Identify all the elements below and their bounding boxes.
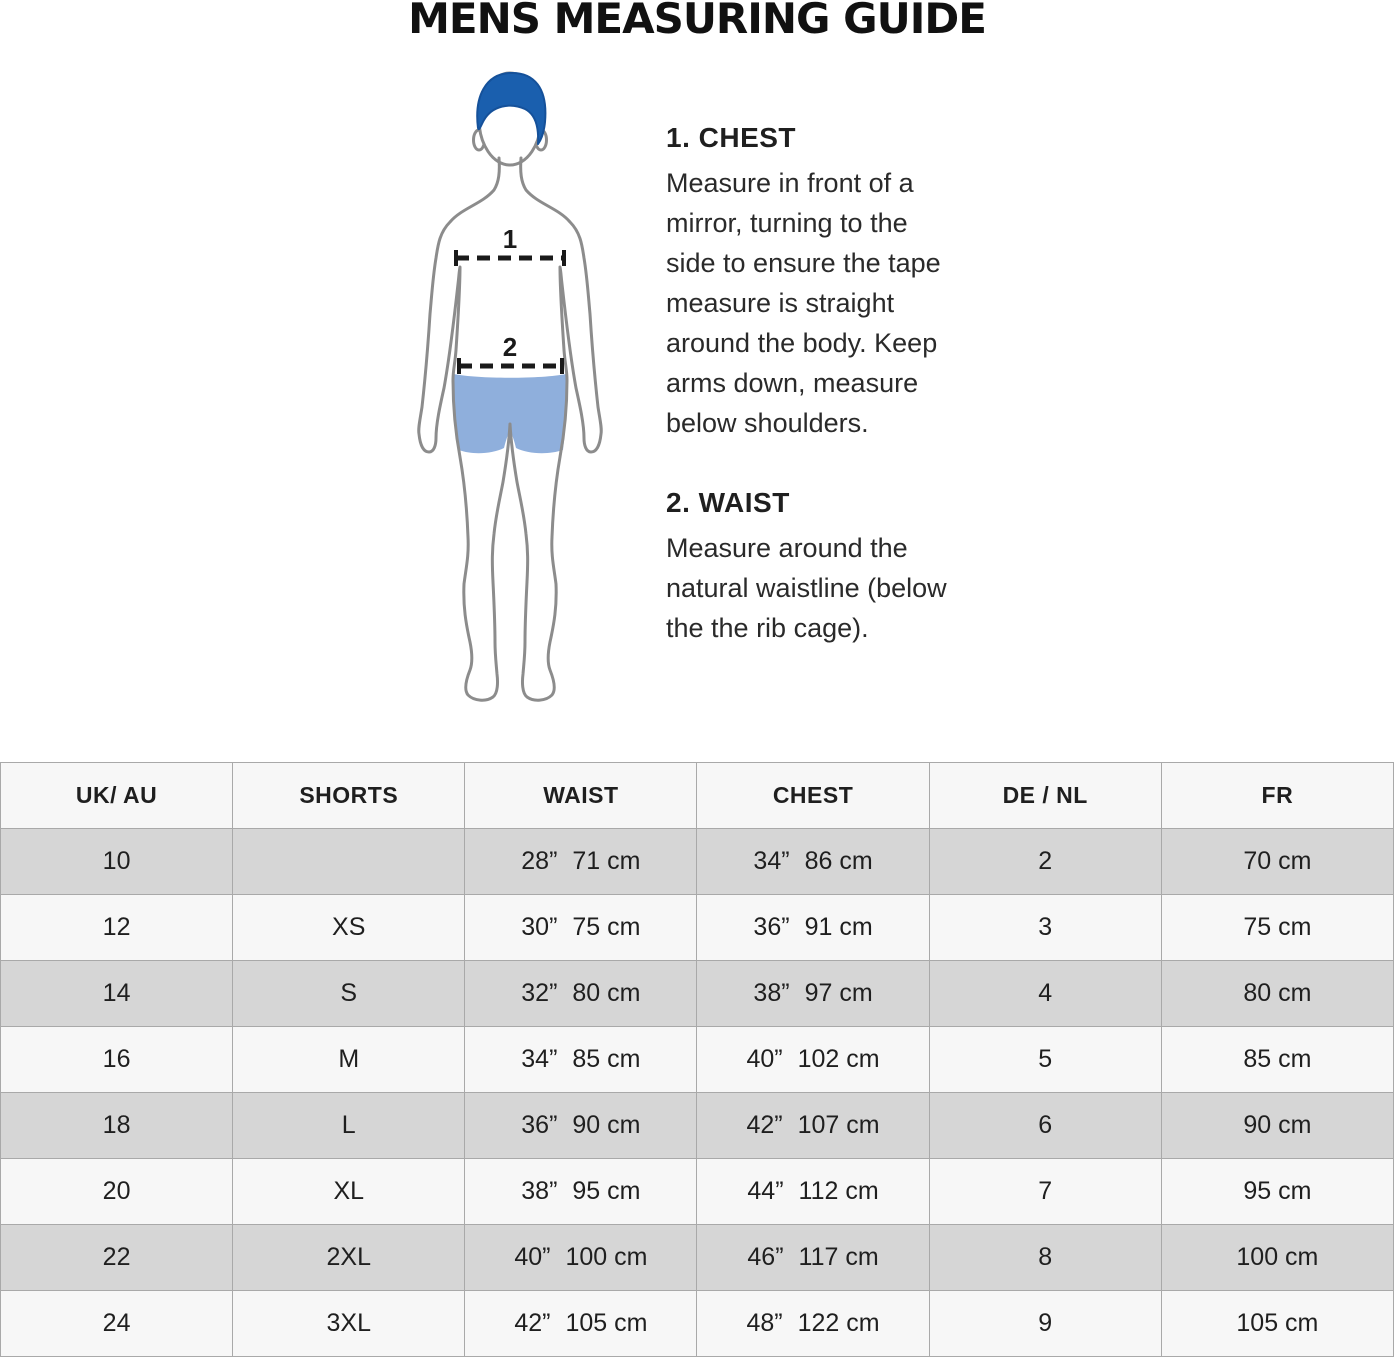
cell-fr: 75 cm (1160, 894, 1394, 961)
cell-fr: 105 cm (1160, 1290, 1394, 1357)
cell-fr: 70 cm (1160, 828, 1394, 895)
chest-instruction: 1. CHEST Measure in front of a mirror, t… (666, 122, 1038, 443)
cell-fr: 100 cm (1160, 1224, 1394, 1291)
cell-waist: 30” 75 cm (464, 894, 698, 961)
chest-measure-label: 1 (503, 224, 517, 254)
measuring-figure: 1 2 (398, 62, 622, 712)
cell-waist: 32” 80 cm (464, 960, 698, 1027)
cell-waist: 28” 71 cm (464, 828, 698, 895)
cell-uk-au: 22 (0, 1224, 234, 1291)
cell-chest: 38” 97 cm (696, 960, 930, 1027)
cell-uk-au: 12 (0, 894, 234, 961)
cell-shorts: XL (232, 1158, 466, 1225)
cell-fr: 90 cm (1160, 1092, 1394, 1159)
cell-uk-au: 16 (0, 1026, 234, 1093)
table-row: 14 S 32” 80 cm 38” 97 cm 4 80 cm (0, 960, 1394, 1027)
table-row: 10 28” 71 cm 34” 86 cm 2 70 cm (0, 828, 1394, 895)
table-row: 12 XS 30” 75 cm 36” 91 cm 3 75 cm (0, 894, 1394, 961)
table-row: 16 M 34” 85 cm 40” 102 cm 5 85 cm (0, 1026, 1394, 1093)
size-table-body: 10 28” 71 cm 34” 86 cm 2 70 cm 12 XS 30” 75 cm 36” 9… (0, 828, 1394, 1357)
cell-waist: 40” 100 cm (464, 1224, 698, 1291)
cell-chest: 48” 122 cm (696, 1290, 930, 1357)
cell-fr: 85 cm (1160, 1026, 1394, 1093)
cell-shorts: 3XL (232, 1290, 466, 1357)
size-table-header-row: UK/ AU SHORTS WAIST CHEST DE / NL FR (0, 762, 1394, 829)
cell-de-nl: 2 (928, 828, 1162, 895)
size-table-head: UK/ AU SHORTS WAIST CHEST DE / NL FR (0, 762, 1394, 829)
cell-shorts: XS (232, 894, 466, 961)
cell-fr: 95 cm (1160, 1158, 1394, 1225)
cell-fr: 80 cm (1160, 960, 1394, 1027)
column-header-4: DE / NL (928, 762, 1162, 829)
table-row: 18 L 36” 90 cm 42” 107 cm 6 90 cm (0, 1092, 1394, 1159)
cell-waist: 38” 95 cm (464, 1158, 698, 1225)
cell-chest: 44” 112 cm (696, 1158, 930, 1225)
table-row: 24 3XL 42” 105 cm 48” 122 cm 9 105 cm (0, 1290, 1394, 1357)
column-header-5: FR (1160, 762, 1394, 829)
cell-chest: 34” 86 cm (696, 828, 930, 895)
cell-shorts: M (232, 1026, 466, 1093)
cell-uk-au: 14 (0, 960, 234, 1027)
figure-body-fill (418, 158, 602, 701)
column-header-2: WAIST (464, 762, 698, 829)
cell-chest: 46” 117 cm (696, 1224, 930, 1291)
cell-waist: 36” 90 cm (464, 1092, 698, 1159)
table-row: 22 2XL 40” 100 cm 46” 117 cm 8 100 cm (0, 1224, 1394, 1291)
page-title: MENS MEASURING GUIDE (408, 0, 987, 43)
cell-shorts (232, 828, 466, 895)
cell-de-nl: 6 (928, 1092, 1162, 1159)
instructions-panel: 1. CHEST Measure in front of a mirror, t… (666, 122, 1038, 648)
size-table: UK/ AU SHORTS WAIST CHEST DE / NL FR 10 28” 71 … (0, 762, 1394, 1357)
cell-waist: 42” 105 cm (464, 1290, 698, 1357)
cell-chest: 36” 91 cm (696, 894, 930, 961)
figure-hair (476, 71, 547, 145)
cell-de-nl: 3 (928, 894, 1162, 961)
cell-de-nl: 5 (928, 1026, 1162, 1093)
column-header-0: UK/ AU (0, 762, 234, 829)
cell-de-nl: 4 (928, 960, 1162, 1027)
waist-measure-label: 2 (503, 332, 517, 362)
waist-instruction-heading: 2. WAIST (666, 487, 790, 518)
waist-instruction-body: Measure around the natural waistline (be… (666, 533, 947, 643)
body-diagram: 1 2 (417, 71, 603, 702)
cell-waist: 34” 85 cm (464, 1026, 698, 1093)
cell-de-nl: 8 (928, 1224, 1162, 1291)
cell-shorts: S (232, 960, 466, 1027)
cell-uk-au: 10 (0, 828, 234, 895)
column-header-3: CHEST (696, 762, 930, 829)
figure-shorts (453, 374, 567, 454)
cell-shorts: 2XL (232, 1224, 466, 1291)
cell-chest: 42” 107 cm (696, 1092, 930, 1159)
waist-instruction: 2. WAIST Measure around the natural wais… (666, 487, 1038, 648)
cell-uk-au: 18 (0, 1092, 234, 1159)
column-header-1: SHORTS (232, 762, 466, 829)
cell-uk-au: 20 (0, 1158, 234, 1225)
cell-de-nl: 7 (928, 1158, 1162, 1225)
cell-chest: 40” 102 cm (696, 1026, 930, 1093)
cell-uk-au: 24 (0, 1290, 234, 1357)
cell-shorts: L (232, 1092, 466, 1159)
table-row: 20 XL 38” 95 cm 44” 112 cm 7 95 cm (0, 1158, 1394, 1225)
chest-instruction-body: Measure in front of a mirror, turning to… (666, 168, 941, 438)
cell-de-nl: 9 (928, 1290, 1162, 1357)
figure-body-outline (417, 156, 603, 702)
chest-instruction-heading: 1. CHEST (666, 122, 797, 153)
